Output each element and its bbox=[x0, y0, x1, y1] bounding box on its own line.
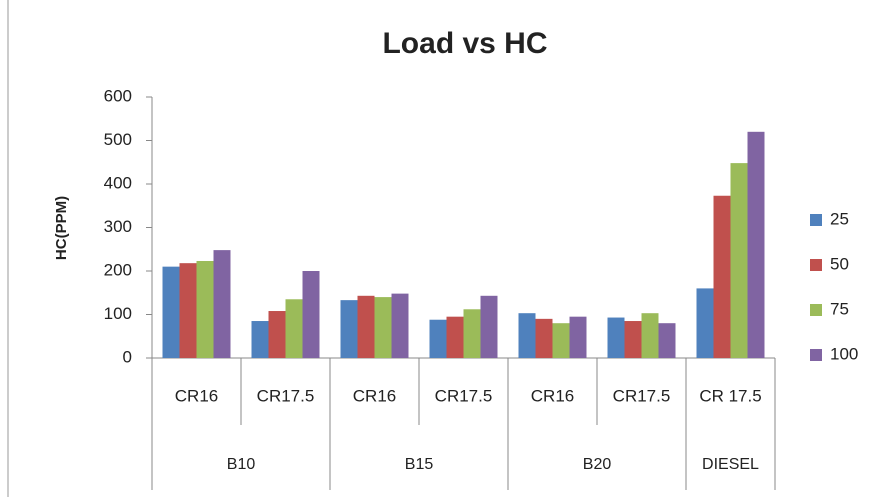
x-tick-label: CR17.5 bbox=[257, 386, 315, 405]
bar bbox=[162, 266, 180, 358]
x-tick-label: CR16 bbox=[175, 386, 218, 405]
legend-swatch bbox=[810, 259, 822, 271]
legend-label: 100 bbox=[830, 344, 858, 363]
y-tick-label: 400 bbox=[104, 173, 132, 192]
bar bbox=[391, 293, 409, 358]
x-tick-label: CR16 bbox=[353, 386, 396, 405]
chart-title: Load vs HC bbox=[382, 27, 547, 60]
legend-swatch bbox=[810, 349, 822, 361]
bar bbox=[518, 313, 536, 358]
bar bbox=[713, 195, 731, 358]
bar bbox=[480, 295, 498, 358]
x-tick-label: CR17.5 bbox=[435, 386, 493, 405]
legend-label: 50 bbox=[830, 254, 849, 273]
y-tick-label: 300 bbox=[104, 217, 132, 236]
legend-swatch bbox=[810, 304, 822, 316]
bar bbox=[302, 271, 320, 358]
bar bbox=[607, 317, 625, 358]
bar bbox=[340, 300, 358, 358]
bar bbox=[196, 260, 214, 358]
group-label: DIESEL bbox=[702, 456, 759, 473]
group-label: B10 bbox=[227, 456, 256, 473]
bar bbox=[179, 263, 197, 358]
legend-label: 75 bbox=[830, 299, 849, 318]
y-tick-label: 0 bbox=[123, 347, 132, 366]
bar bbox=[213, 250, 231, 358]
legend-swatch bbox=[810, 214, 822, 226]
y-tick-label: 100 bbox=[104, 304, 132, 323]
bar bbox=[641, 313, 659, 358]
bar bbox=[429, 319, 447, 358]
bar bbox=[357, 295, 375, 358]
x-tick-label: CR16 bbox=[531, 386, 574, 405]
bar bbox=[285, 299, 303, 358]
y-tick-label: 500 bbox=[104, 130, 132, 149]
bar bbox=[374, 297, 392, 358]
y-tick-label: 600 bbox=[104, 86, 132, 105]
bar bbox=[268, 311, 286, 358]
bar bbox=[446, 316, 464, 358]
y-tick-label: 200 bbox=[104, 260, 132, 279]
bar bbox=[535, 318, 553, 358]
bar bbox=[624, 321, 642, 358]
y-axis-label: HC(PPM) bbox=[53, 196, 70, 260]
bar bbox=[730, 163, 748, 358]
x-tick-label: CR17.5 bbox=[613, 386, 671, 405]
bar bbox=[747, 131, 765, 358]
group-label: B15 bbox=[405, 456, 434, 473]
legend-label: 25 bbox=[830, 209, 849, 228]
bar bbox=[251, 321, 269, 358]
bar bbox=[658, 323, 676, 358]
x-tick-label: CR 17.5 bbox=[699, 386, 761, 405]
bar bbox=[696, 288, 714, 358]
bar bbox=[569, 316, 587, 358]
bar bbox=[552, 323, 570, 358]
bar bbox=[463, 309, 481, 358]
group-label: B20 bbox=[583, 456, 612, 473]
